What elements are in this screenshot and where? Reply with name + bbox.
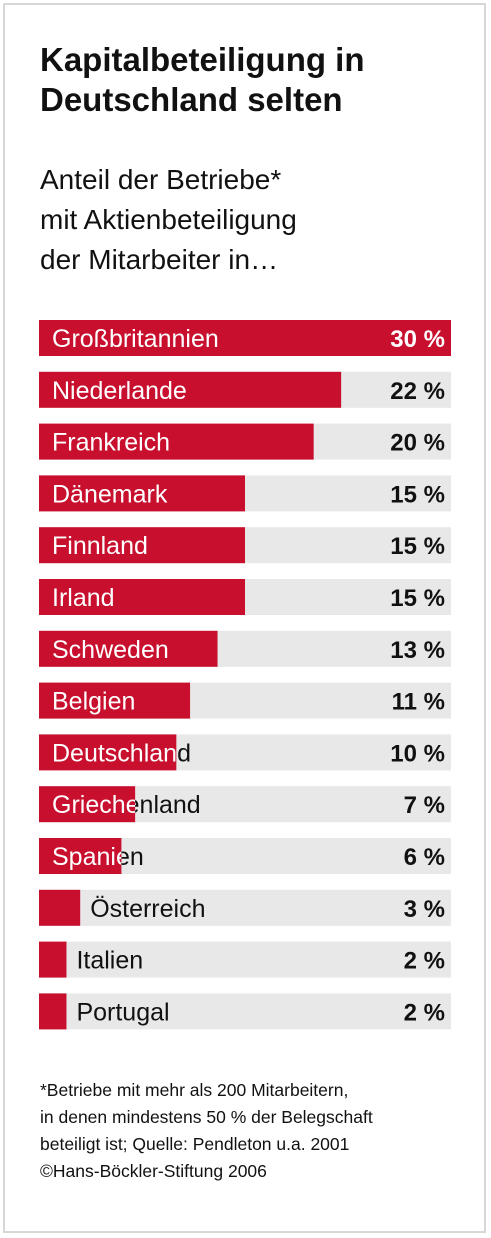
value-label: 15 % [390,585,445,612]
category-label: Frankreich [52,429,170,457]
chart-subtitle: Anteil der Betriebe* mit Aktienbeteiligu… [40,160,480,280]
bar-row: Niederlande 22 % [39,371,451,408]
subtitle-line-1: Anteil der Betriebe* [40,164,282,195]
category-label: Italien [76,947,143,975]
bar [39,838,122,874]
bar [39,734,177,771]
category-label: Großbritannien [52,325,219,353]
category-label: Belgien [52,688,135,716]
category-label: Finnland [52,532,148,560]
footnote-line-1: *Betriebe mit mehr als 200 Mitarbeitern, [40,1080,349,1100]
bar [39,475,245,512]
bar-track [39,941,451,978]
value-label: 2 % [404,948,445,975]
bar [39,371,342,408]
category-label: Deutschland [52,739,191,767]
category-label: Portugal [76,998,169,1026]
footnote-line-3: beteiligt ist; Quelle: Pendleton u.a. 20… [40,1134,350,1154]
bar-row: Belgien 11 % [39,682,451,719]
bar-row: Schweden 13 % [39,630,451,667]
bar [39,786,136,823]
bar [39,682,191,719]
bar-row: Österreich 3 % [39,889,451,926]
bar [39,320,451,356]
value-label: 11 % [392,689,445,716]
bar [39,527,245,564]
subtitle-line-2: mit Aktienbeteiligung [40,204,297,235]
bar [39,579,245,615]
value-label: 13 % [390,637,445,664]
value-label: 6 % [404,844,445,871]
bar-row: Finnland 15 % [39,527,451,564]
footnote: *Betriebe mit mehr als 200 Mitarbeitern,… [40,1077,480,1185]
value-label: 3 % [404,896,445,923]
source-credit: ©Hans-Böckler-Stiftung 2006 [40,1161,267,1181]
value-label: 15 % [390,481,445,508]
title-line-1: Kapitalbeteiligung in [40,41,365,78]
bar-row: SpanienSpanien6 % [39,838,451,874]
category-label: Österreich [90,895,205,923]
bar [39,941,67,978]
bar-row: Portugal 2 % [39,993,451,1030]
category-label: Niederlande [52,377,187,405]
bar [39,889,81,926]
bar-row: GriechenlandGriechenland7 % [39,786,451,823]
bar [39,630,218,667]
value-label: 7 % [404,792,445,819]
bar-row: Großbritannien 30 % [39,320,451,356]
bar [39,423,314,460]
category-label: Schweden [52,636,169,664]
value-label: 15 % [390,533,445,560]
value-label: 2 % [404,999,445,1026]
category-label: Dänemark [52,480,168,508]
category-label: Spanien [52,843,144,871]
bar-row: Irland 15 % [39,579,451,615]
value-label: 10 % [390,740,445,767]
chart-title: Kapitalbeteiligung in Deutschland selten [40,40,480,120]
bar-row: Italien 2 % [39,941,451,978]
category-label: Irland [52,584,115,612]
category-label: Griechenland [52,791,201,819]
bar-row: DeutschlandDeutschland10 % [39,734,451,771]
footnote-line-2: in denen mindestens 50 % der Belegschaft [40,1107,373,1127]
title-line-2: Deutschland selten [40,81,343,118]
value-label: 22 % [390,378,445,405]
subtitle-line-3: der Mitarbeiter in… [40,244,279,275]
bar [39,993,67,1030]
category-label: Griechenland [52,791,201,819]
category-label: Spanien [52,843,144,871]
bar-row: Frankreich 20 % [39,423,451,460]
bar-track [39,889,451,926]
bar-track [39,993,451,1030]
value-label: 20 % [390,430,445,457]
bar-row: Dänemark 15 % [39,475,451,512]
value-label: 30 % [390,326,445,353]
category-label: Deutschland [52,739,191,767]
